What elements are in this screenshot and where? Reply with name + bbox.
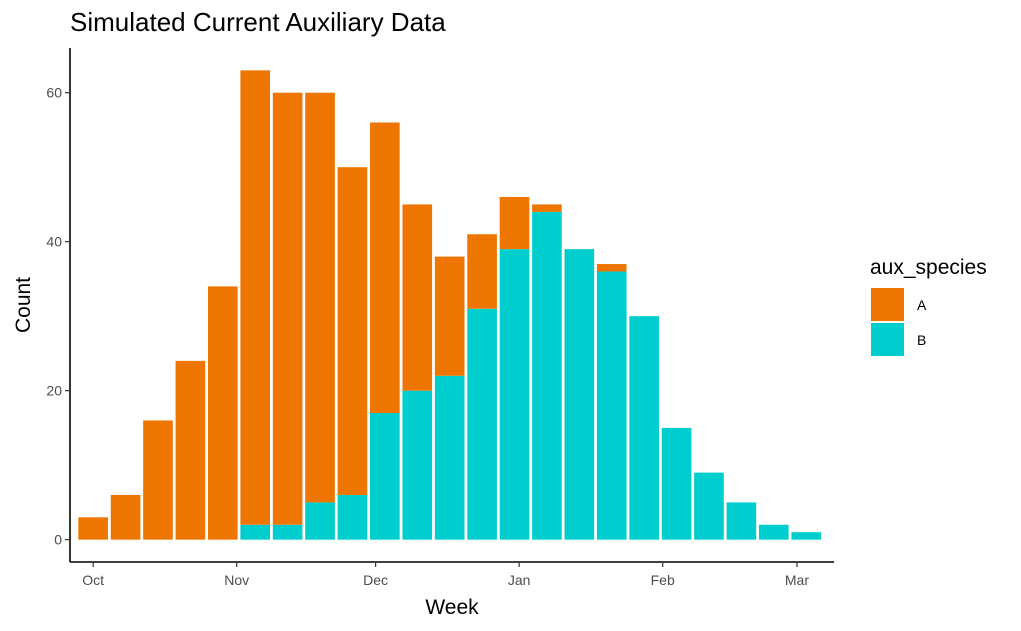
- bar-segment-b: [305, 502, 335, 540]
- legend-items: AB: [871, 288, 927, 356]
- y-tick-label: 60: [46, 85, 62, 101]
- bar-segment-b: [791, 532, 822, 540]
- y-axis-title: Count: [12, 277, 35, 333]
- y-ticks: 0 20 40 60: [46, 85, 70, 548]
- bar-segment-a: [207, 286, 238, 540]
- bar-segment-b: [661, 427, 692, 540]
- bar-segment-b: [370, 413, 400, 540]
- x-axis-title: Week: [425, 596, 479, 619]
- bar-segment-b: [499, 249, 530, 540]
- bar-segment-a: [78, 517, 108, 540]
- bar-segment-a: [240, 70, 271, 525]
- legend-swatch-a: [871, 288, 904, 321]
- bar-segment-b: [726, 502, 757, 540]
- y-tick-label: 40: [46, 234, 62, 250]
- bar-segment-b: [272, 524, 303, 540]
- bar-segment-a: [499, 196, 530, 250]
- bar-segment-b: [532, 211, 562, 540]
- x-ticks: Oct Nov Dec Jan Feb Mar: [82, 562, 809, 588]
- bar-segment-b: [564, 249, 595, 540]
- x-tick-label: Dec: [363, 572, 388, 588]
- bars-layer: [78, 70, 822, 540]
- y-tick-label: 0: [54, 532, 62, 548]
- bar-segment-a: [272, 92, 303, 525]
- bar-segment-b: [629, 316, 659, 540]
- bar-segment-b: [337, 494, 368, 540]
- bar-segment-a: [370, 122, 400, 414]
- bar-segment-b: [758, 524, 789, 540]
- x-tick-label: Feb: [651, 572, 675, 588]
- legend: aux_species AB: [870, 256, 987, 356]
- axes-layer: [69, 48, 834, 563]
- legend-swatch-b: [871, 323, 904, 356]
- legend-label-b: B: [917, 332, 926, 348]
- x-tick-label: Mar: [785, 572, 809, 588]
- x-tick-label: Jan: [508, 572, 531, 588]
- bar-segment-a: [532, 204, 562, 212]
- bar-segment-a: [402, 204, 433, 391]
- bar-segment-a: [305, 92, 335, 503]
- bar-segment-a: [467, 234, 497, 309]
- bar-segment-b: [434, 375, 465, 540]
- y-tick-label: 20: [46, 383, 62, 399]
- x-tick-label: Nov: [224, 572, 249, 588]
- legend-title: aux_species: [870, 256, 987, 279]
- bar-segment-b: [596, 271, 627, 540]
- bar-segment-a: [434, 256, 465, 376]
- bar-segment-a: [596, 264, 627, 272]
- bar-segment-b: [694, 472, 724, 540]
- bar-segment-b: [240, 524, 271, 540]
- x-tick-label: Oct: [82, 572, 104, 588]
- bar-segment-b: [402, 390, 433, 540]
- bar-segment-b: [467, 308, 497, 540]
- bar-segment-a: [175, 360, 206, 540]
- chart-title: Simulated Current Auxiliary Data: [70, 7, 446, 37]
- bar-segment-a: [143, 420, 173, 540]
- bar-segment-a: [337, 167, 368, 495]
- bar-segment-a: [110, 494, 141, 540]
- legend-label-a: A: [917, 297, 927, 313]
